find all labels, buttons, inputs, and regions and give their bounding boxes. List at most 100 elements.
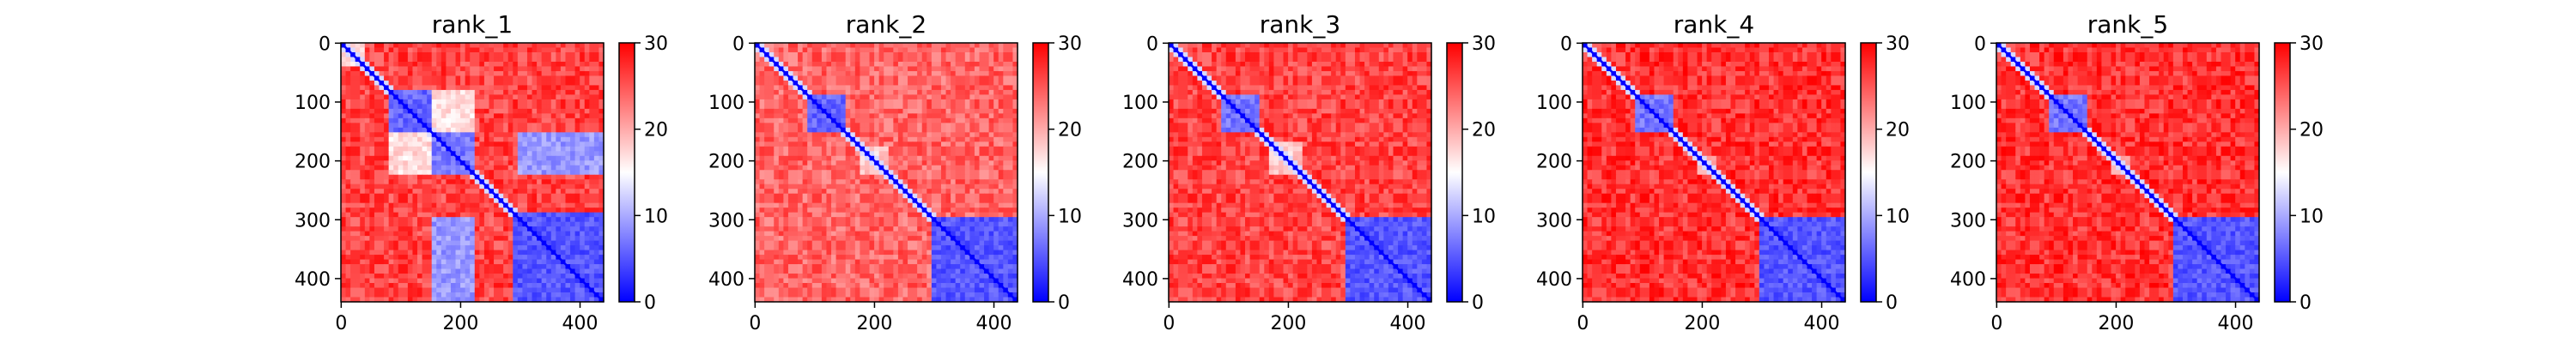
heatmap-cell bbox=[979, 51, 985, 58]
heatmap-cell bbox=[841, 179, 847, 185]
heatmap-cell bbox=[537, 127, 543, 133]
heatmap-cell bbox=[436, 245, 442, 251]
heatmap-cell bbox=[341, 221, 347, 227]
heatmap-cell bbox=[355, 231, 361, 237]
heatmap-cell bbox=[1007, 193, 1014, 199]
heatmap-cell bbox=[541, 193, 547, 199]
heatmap-cell bbox=[446, 193, 452, 199]
heatmap-cell bbox=[465, 170, 471, 176]
heatmap-cell bbox=[793, 165, 799, 171]
heatmap-cell bbox=[532, 108, 538, 114]
heatmap-cell bbox=[988, 75, 994, 81]
heatmap-cell bbox=[546, 66, 552, 72]
heatmap-cell bbox=[826, 208, 832, 214]
heatmap-cell bbox=[951, 155, 957, 161]
heatmap-cell bbox=[388, 170, 394, 176]
heatmap-cell bbox=[436, 179, 442, 185]
heatmap-cell bbox=[489, 193, 495, 199]
heatmap-cell bbox=[407, 184, 414, 190]
heatmap-cell bbox=[489, 136, 495, 142]
heatmap-cell bbox=[412, 94, 418, 100]
heatmap-cell bbox=[507, 113, 513, 119]
heatmap-cell bbox=[427, 57, 433, 63]
heatmap-cell bbox=[574, 283, 580, 289]
heatmap-cell bbox=[460, 57, 466, 63]
heatmap-cell bbox=[345, 184, 351, 190]
heatmap-cell bbox=[345, 151, 351, 157]
heatmap-cell bbox=[417, 274, 423, 280]
heatmap-cell bbox=[811, 132, 817, 138]
heatmap-cell bbox=[550, 113, 556, 119]
heatmap-cell bbox=[774, 66, 780, 72]
heatmap-cell bbox=[498, 245, 504, 251]
heatmap-cell bbox=[912, 184, 918, 190]
heatmap-cell bbox=[802, 132, 808, 138]
heatmap-cell bbox=[974, 47, 981, 53]
heatmap-cell bbox=[556, 189, 562, 195]
y-tick-label: 0 bbox=[319, 33, 331, 55]
heatmap-cell bbox=[598, 94, 605, 100]
heatmap-cell bbox=[884, 151, 890, 157]
heatmap-cell bbox=[526, 245, 533, 251]
heatmap-cell bbox=[570, 287, 576, 293]
heatmap-cell bbox=[403, 259, 409, 265]
heatmap-cell bbox=[778, 141, 784, 147]
heatmap-cell bbox=[503, 57, 509, 63]
heatmap-cell bbox=[436, 264, 442, 270]
heatmap-cell bbox=[541, 165, 547, 171]
heatmap-cell bbox=[436, 193, 442, 199]
heatmap-cell bbox=[869, 146, 875, 152]
heatmap-cell bbox=[845, 113, 851, 119]
heatmap-cell bbox=[374, 85, 380, 91]
heatmap-cell bbox=[422, 208, 428, 214]
heatmap-cell bbox=[854, 174, 860, 180]
heatmap-cell bbox=[783, 113, 789, 119]
heatmap-cell bbox=[874, 43, 880, 49]
heatmap-cell bbox=[360, 236, 366, 242]
heatmap-cell bbox=[546, 292, 552, 298]
heatmap-cell bbox=[407, 47, 414, 53]
heatmap-cell bbox=[369, 184, 375, 190]
heatmap-cell bbox=[854, 43, 860, 49]
heatmap-cell bbox=[507, 278, 513, 284]
heatmap-cell bbox=[835, 174, 841, 180]
heatmap-cell bbox=[422, 221, 428, 227]
heatmap-cell bbox=[341, 127, 347, 133]
heatmap-cell bbox=[498, 287, 504, 293]
heatmap-cell bbox=[984, 170, 990, 176]
heatmap-cell bbox=[988, 170, 994, 176]
heatmap-cell bbox=[494, 245, 500, 251]
heatmap-cell bbox=[532, 189, 538, 195]
heatmap-cell bbox=[465, 268, 471, 274]
heatmap-cell bbox=[835, 104, 841, 110]
heatmap-cell bbox=[787, 80, 794, 87]
heatmap-cell bbox=[541, 160, 547, 166]
heatmap-cell bbox=[964, 66, 970, 72]
heatmap-cell bbox=[537, 57, 543, 63]
heatmap-cell bbox=[360, 117, 366, 123]
heatmap-cell bbox=[783, 208, 789, 214]
heatmap-cell bbox=[355, 202, 361, 208]
heatmap-cell bbox=[593, 278, 600, 284]
heatmap-cell bbox=[927, 113, 933, 119]
heatmap-cell bbox=[379, 250, 385, 256]
heatmap-cell bbox=[764, 94, 770, 100]
heatmap-cell bbox=[979, 43, 985, 49]
heatmap-cell bbox=[427, 66, 433, 72]
heatmap-cell bbox=[798, 51, 804, 58]
heatmap-cell bbox=[384, 292, 390, 298]
heatmap-cell bbox=[826, 47, 832, 53]
heatmap-cell bbox=[436, 108, 442, 114]
heatmap-cell bbox=[593, 99, 600, 105]
heatmap-cell bbox=[345, 66, 351, 72]
heatmap-cell bbox=[927, 104, 933, 110]
heatmap-cell bbox=[793, 141, 799, 147]
heatmap-cell bbox=[350, 127, 356, 133]
heatmap-cell bbox=[350, 57, 356, 63]
heatmap-cell bbox=[574, 61, 580, 68]
heatmap-cell bbox=[427, 174, 433, 180]
heatmap-cell bbox=[831, 184, 837, 190]
heatmap-cell bbox=[379, 141, 385, 147]
heatmap-cell bbox=[440, 255, 447, 261]
heatmap-cell bbox=[465, 278, 471, 284]
